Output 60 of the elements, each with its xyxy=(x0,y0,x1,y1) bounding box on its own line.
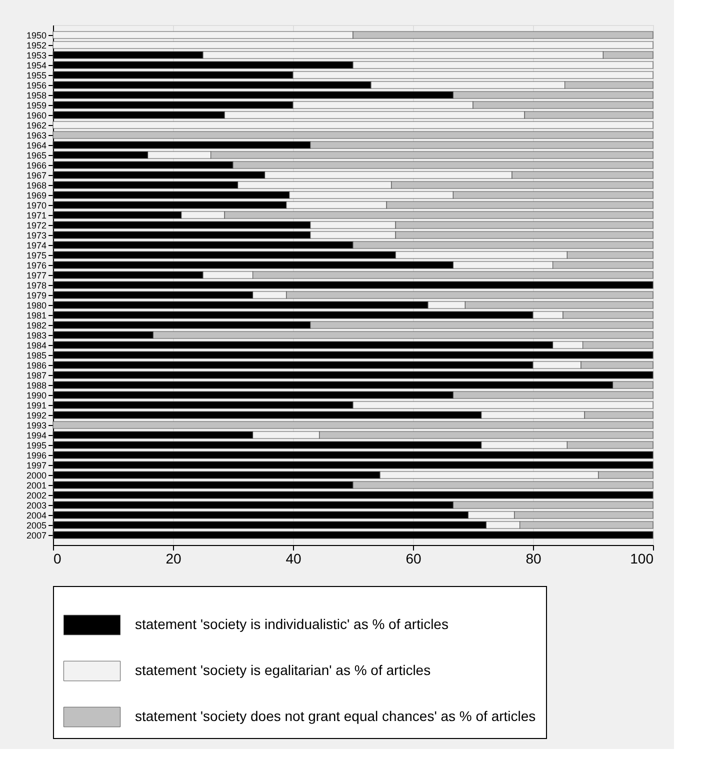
y-tick-label: 1982 xyxy=(26,320,46,330)
y-tick-label: 1988 xyxy=(26,380,46,390)
y-tick-label: 1977 xyxy=(26,270,46,280)
y-tick-label: 1979 xyxy=(26,290,46,300)
y-tick-label: 1978 xyxy=(26,280,46,290)
y-tick-label: 1997 xyxy=(26,460,46,470)
y-tick-label: 1971 xyxy=(26,210,46,220)
y-tick-label: 1968 xyxy=(26,180,46,190)
y-tick-label: 2007 xyxy=(26,530,46,540)
y-tick-label: 2000 xyxy=(26,470,46,480)
y-tick-label: 1976 xyxy=(26,260,46,270)
x-tick-label: 20 xyxy=(166,550,182,566)
y-tick-label: 1972 xyxy=(26,220,46,230)
legend-label: statement 'society does not grant equal chances' as % of articles xyxy=(135,708,536,724)
y-tick-label: 1986 xyxy=(26,360,46,370)
y-tick-label: 1950 xyxy=(26,30,46,40)
x-tick-label: 100 xyxy=(630,550,654,566)
y-tick-label: 1995 xyxy=(26,440,46,450)
y-tick-label: 1990 xyxy=(26,390,46,400)
y-tick-label: 2005 xyxy=(26,520,46,530)
y-tick-label: 1960 xyxy=(26,110,46,120)
y-tick-label: 1991 xyxy=(26,400,46,410)
y-tick-label: 1962 xyxy=(26,120,46,130)
y-tick-label: 1958 xyxy=(26,90,46,100)
y-tick-label: 1973 xyxy=(26,230,46,240)
y-tick-label: 1959 xyxy=(26,100,46,110)
y-tick-label: 2003 xyxy=(26,500,46,510)
y-tick-label: 1981 xyxy=(26,310,46,320)
y-tick-label: 2002 xyxy=(26,490,46,500)
y-tick-label: 1993 xyxy=(26,420,46,430)
y-tick-label: 1964 xyxy=(26,140,46,150)
y-tick-label: 1954 xyxy=(26,60,46,70)
y-tick-label: 1963 xyxy=(26,130,46,140)
y-tick-label: 1975 xyxy=(26,250,46,260)
y-tick-label: 1983 xyxy=(26,330,46,340)
y-tick-label: 1974 xyxy=(26,240,46,250)
y-tick-label: 1952 xyxy=(26,40,46,50)
x-tick-label: 40 xyxy=(286,550,302,566)
y-tick-label: 1956 xyxy=(26,80,46,90)
y-tick-label: 1996 xyxy=(26,450,46,460)
y-tick-label: 1992 xyxy=(26,410,46,420)
y-tick-label: 1994 xyxy=(26,430,46,440)
y-tick-label: 2001 xyxy=(26,480,46,490)
y-tick-label: 1985 xyxy=(26,350,46,360)
y-tick-label: 1965 xyxy=(26,150,46,160)
y-tick-label: 1966 xyxy=(26,160,46,170)
y-tick-label: 1970 xyxy=(26,200,46,210)
y-tick-label: 1955 xyxy=(26,70,46,80)
y-tick-label: 2004 xyxy=(26,510,46,520)
x-tick-label: 80 xyxy=(526,550,542,566)
y-tick-label: 1969 xyxy=(26,190,46,200)
y-tick-label: 1984 xyxy=(26,340,46,350)
y-tick-label: 1953 xyxy=(26,50,46,60)
y-tick-label: 1987 xyxy=(26,370,46,380)
legend-label: statement 'society is individualistic' as % of articles xyxy=(135,616,448,632)
y-tick-label: 1980 xyxy=(26,300,46,310)
legend-label: statement 'society is egalitarian' as % of articles xyxy=(135,662,431,678)
x-tick-label: 0 xyxy=(54,550,62,566)
x-tick-label: 60 xyxy=(406,550,422,566)
y-tick-label: 1967 xyxy=(26,170,46,180)
